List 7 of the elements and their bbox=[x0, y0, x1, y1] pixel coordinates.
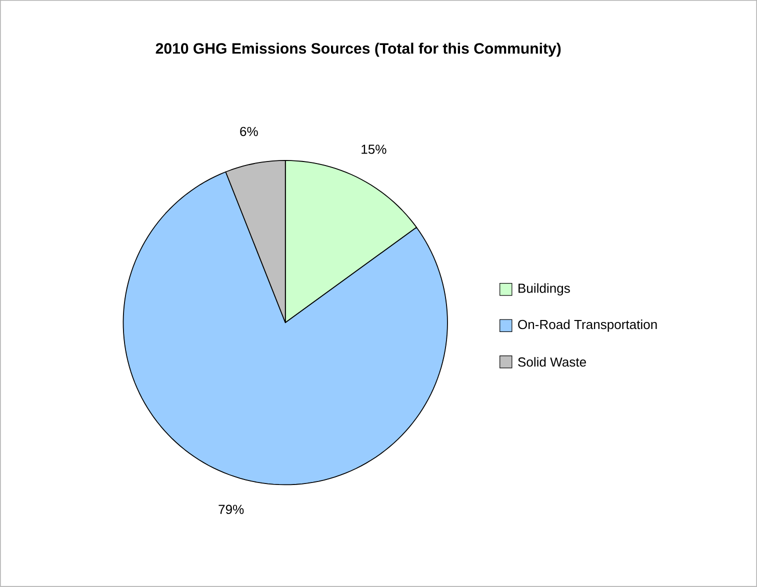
data-label: 6% bbox=[240, 126, 258, 136]
data-label: 79% bbox=[218, 504, 244, 514]
legend-label: On-Road Transportation bbox=[518, 320, 657, 332]
chart-title: 2010 GHG Emissions Sources (Total for this Community) bbox=[156, 42, 561, 57]
legend-label: Solid Waste bbox=[518, 357, 586, 367]
legend-label: Buildings bbox=[518, 283, 570, 296]
data-label: 15% bbox=[362, 144, 386, 154]
